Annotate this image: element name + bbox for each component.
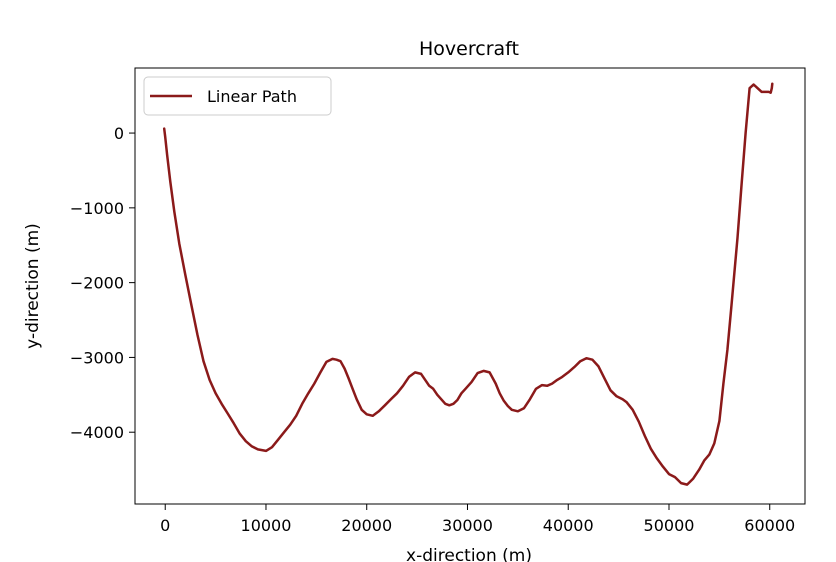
- axis-ticks: 0 10000 20000 30000 40000 50000 60000 0 −1000 −20…: [70, 124, 795, 535]
- legend: Linear Path: [143, 76, 332, 116]
- x-tick-label: 50000: [644, 516, 695, 535]
- plot-area: [135, 68, 805, 504]
- series-line-linear-path: [162, 82, 774, 486]
- x-tick-label: 20000: [341, 516, 392, 535]
- x-axis-label: x-direction (m): [406, 546, 532, 562]
- plot-frame: [134, 67, 806, 505]
- x-tick-label: 60000: [744, 516, 795, 535]
- legend-label-linear-path: Linear Path: [207, 87, 297, 106]
- y-tick-label: −2000: [70, 274, 124, 293]
- x-tick-label: 0: [160, 516, 170, 535]
- y-tick-label: −4000: [70, 423, 124, 442]
- x-tick-label: 10000: [241, 516, 292, 535]
- y-axis-label: y-direction (m): [23, 223, 43, 349]
- series-lines: [162, 82, 774, 486]
- legend-box: [143, 76, 332, 116]
- chart-title: Hovercraft: [419, 38, 519, 60]
- y-tick-label: 0: [114, 124, 124, 143]
- x-tick-label: 40000: [543, 516, 594, 535]
- y-tick-label: −3000: [70, 348, 124, 367]
- y-tick-label: −1000: [70, 199, 124, 218]
- x-tick-label: 30000: [442, 516, 493, 535]
